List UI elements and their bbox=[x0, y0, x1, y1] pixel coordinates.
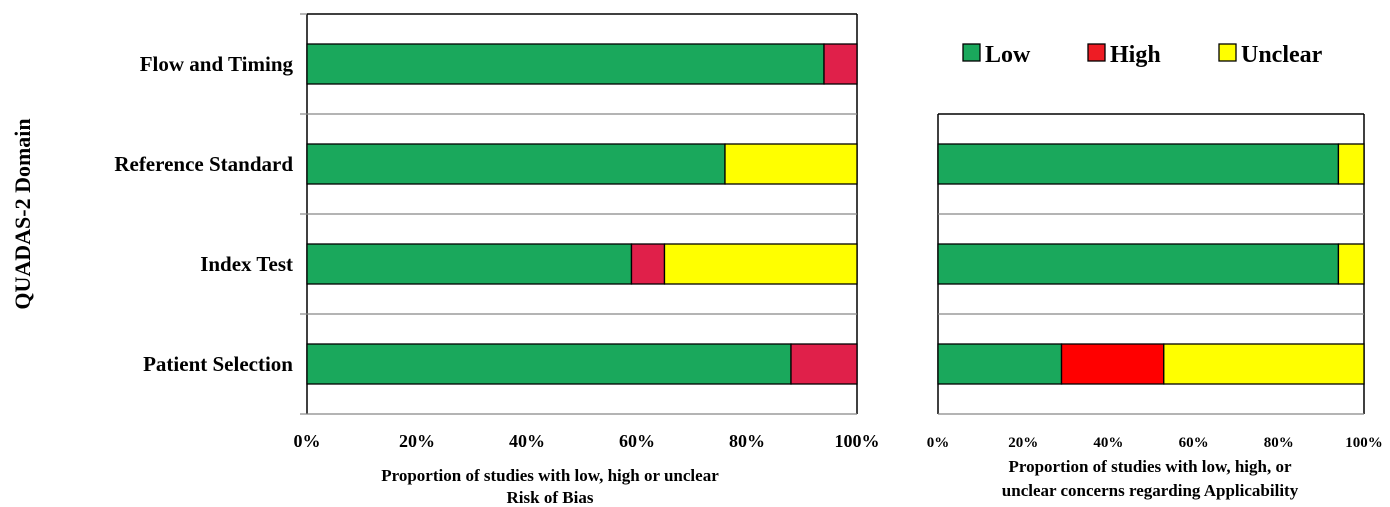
legend-label-unclear: Unclear bbox=[1241, 42, 1323, 68]
bar-segment-high bbox=[790, 343, 858, 385]
x-axis-title-line-1: Proportion of studies with low, high or … bbox=[381, 466, 719, 485]
x-tick-label: 0% bbox=[927, 435, 950, 451]
x-tick-label: 40% bbox=[509, 431, 545, 451]
x-tick-label: 0% bbox=[294, 431, 321, 451]
y-axis-title: QUADAS-2 Domain bbox=[10, 118, 35, 309]
bar-segment-high bbox=[1060, 343, 1165, 385]
bar-segment-low bbox=[306, 43, 825, 85]
bar-segment-unclear bbox=[663, 243, 858, 285]
legend-swatch-high bbox=[1087, 43, 1106, 62]
bar-segment-unclear bbox=[1163, 343, 1365, 385]
x-tick-label: 20% bbox=[1008, 435, 1038, 451]
x-axis-title-right-line-1: Proportion of studies with low, high, or bbox=[1008, 457, 1292, 476]
bar-segment-low bbox=[306, 243, 633, 285]
x-tick-label: 20% bbox=[399, 431, 435, 451]
x-tick-label: 60% bbox=[619, 431, 655, 451]
risk-of-bias-chart: Patient Selection Index Test Reference Sta… bbox=[114, 13, 880, 451]
legend-label-high: High bbox=[1110, 42, 1161, 68]
bar-segment-low bbox=[937, 243, 1340, 285]
bar-segment-low bbox=[937, 143, 1340, 185]
x-tick-label: 80% bbox=[729, 431, 765, 451]
chart-legend: Low High Unclear bbox=[962, 42, 1323, 68]
bar-segment-low bbox=[937, 343, 1063, 385]
bar-segment-high bbox=[823, 43, 858, 85]
bar-segment-unclear bbox=[1337, 143, 1365, 185]
category-label: Reference Standard bbox=[114, 152, 293, 176]
category-label: Patient Selection bbox=[143, 352, 293, 376]
bar-segment-unclear bbox=[724, 143, 858, 185]
applicability-chart: 0% 20% 40% 60% 80% 100% bbox=[927, 113, 1383, 451]
legend-label-low: Low bbox=[985, 42, 1031, 68]
x-tick-label: 60% bbox=[1179, 435, 1209, 451]
x-tick-label: 100% bbox=[835, 431, 880, 451]
category-label: Index Test bbox=[200, 252, 293, 276]
legend-swatch-unclear bbox=[1218, 43, 1237, 62]
legend-swatch-low bbox=[962, 43, 981, 62]
x-axis-title-line-2: Risk of Bias bbox=[507, 488, 594, 507]
x-axis-title-right-line-2: unclear concerns regarding Applicability bbox=[1002, 481, 1299, 500]
x-tick-label: 100% bbox=[1345, 435, 1383, 451]
x-tick-label: 80% bbox=[1264, 435, 1294, 451]
bar-segment-unclear bbox=[1337, 243, 1365, 285]
category-label: Flow and Timing bbox=[140, 52, 294, 76]
bar-segment-low bbox=[306, 343, 792, 385]
bar-segment-high bbox=[630, 243, 666, 285]
bar-segment-low bbox=[306, 143, 726, 185]
x-tick-label: 40% bbox=[1093, 435, 1123, 451]
